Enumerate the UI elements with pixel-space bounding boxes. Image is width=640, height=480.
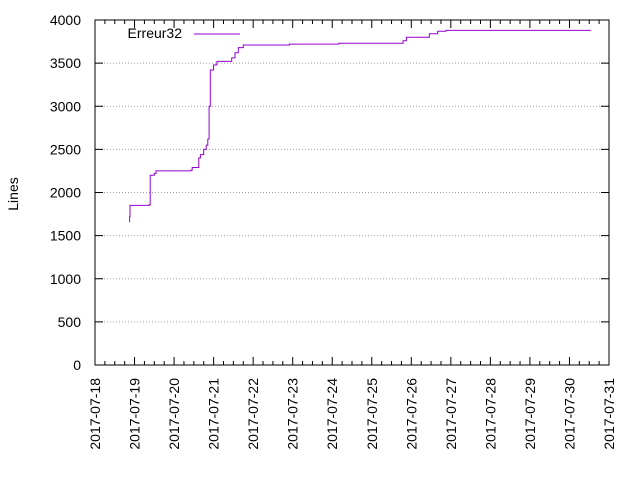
x-tick-label: 2017-07-20 [166,378,182,450]
y-axis-label: Lines [5,177,21,210]
x-tick-label: 2017-07-18 [87,378,103,450]
y-tick-label: 2500 [50,141,81,157]
x-tick-label: 2017-07-31 [601,378,617,450]
x-tick-label: 2017-07-24 [324,378,340,450]
x-tick-label: 2017-07-22 [245,378,261,450]
y-tick-label: 0 [73,357,81,373]
y-tick-label: 500 [58,314,82,330]
series-layer [129,29,591,223]
x-tick-label: 2017-07-19 [127,378,143,450]
x-tick-label: 2017-07-26 [403,378,419,450]
grid-lines [95,62,609,323]
y-tick-label: 1500 [50,228,81,244]
y-tick-label: 3000 [50,98,81,114]
x-tick-label: 2017-07-29 [522,378,538,450]
x-tick-labels: 2017-07-18 2017-07-19 2017-07-20 2017-07-21… [87,378,617,450]
x-tick-label: 2017-07-25 [364,378,380,450]
x-tick-label: 2017-07-28 [482,378,498,450]
legend: Erreur32 [128,25,240,41]
y-tick-labels: 0 500 1000 1500 2000 2500 3000 3500 4000 [50,12,81,373]
y-tick-label: 3500 [50,55,81,71]
y-tick-label: 4000 [50,12,81,28]
y-tick-label: 2000 [50,185,81,201]
legend-entry-label: Erreur32 [128,25,183,41]
x-tick-label: 2017-07-27 [443,378,459,450]
y-tick-label: 1000 [50,271,81,287]
x-tick-label: 2017-07-21 [206,378,222,450]
series-line-erreur32 [129,29,591,223]
x-tick-label: 2017-07-23 [285,378,301,450]
plot-frame [94,19,610,366]
x-tick-label: 2017-07-30 [561,378,577,450]
axes [94,19,610,366]
